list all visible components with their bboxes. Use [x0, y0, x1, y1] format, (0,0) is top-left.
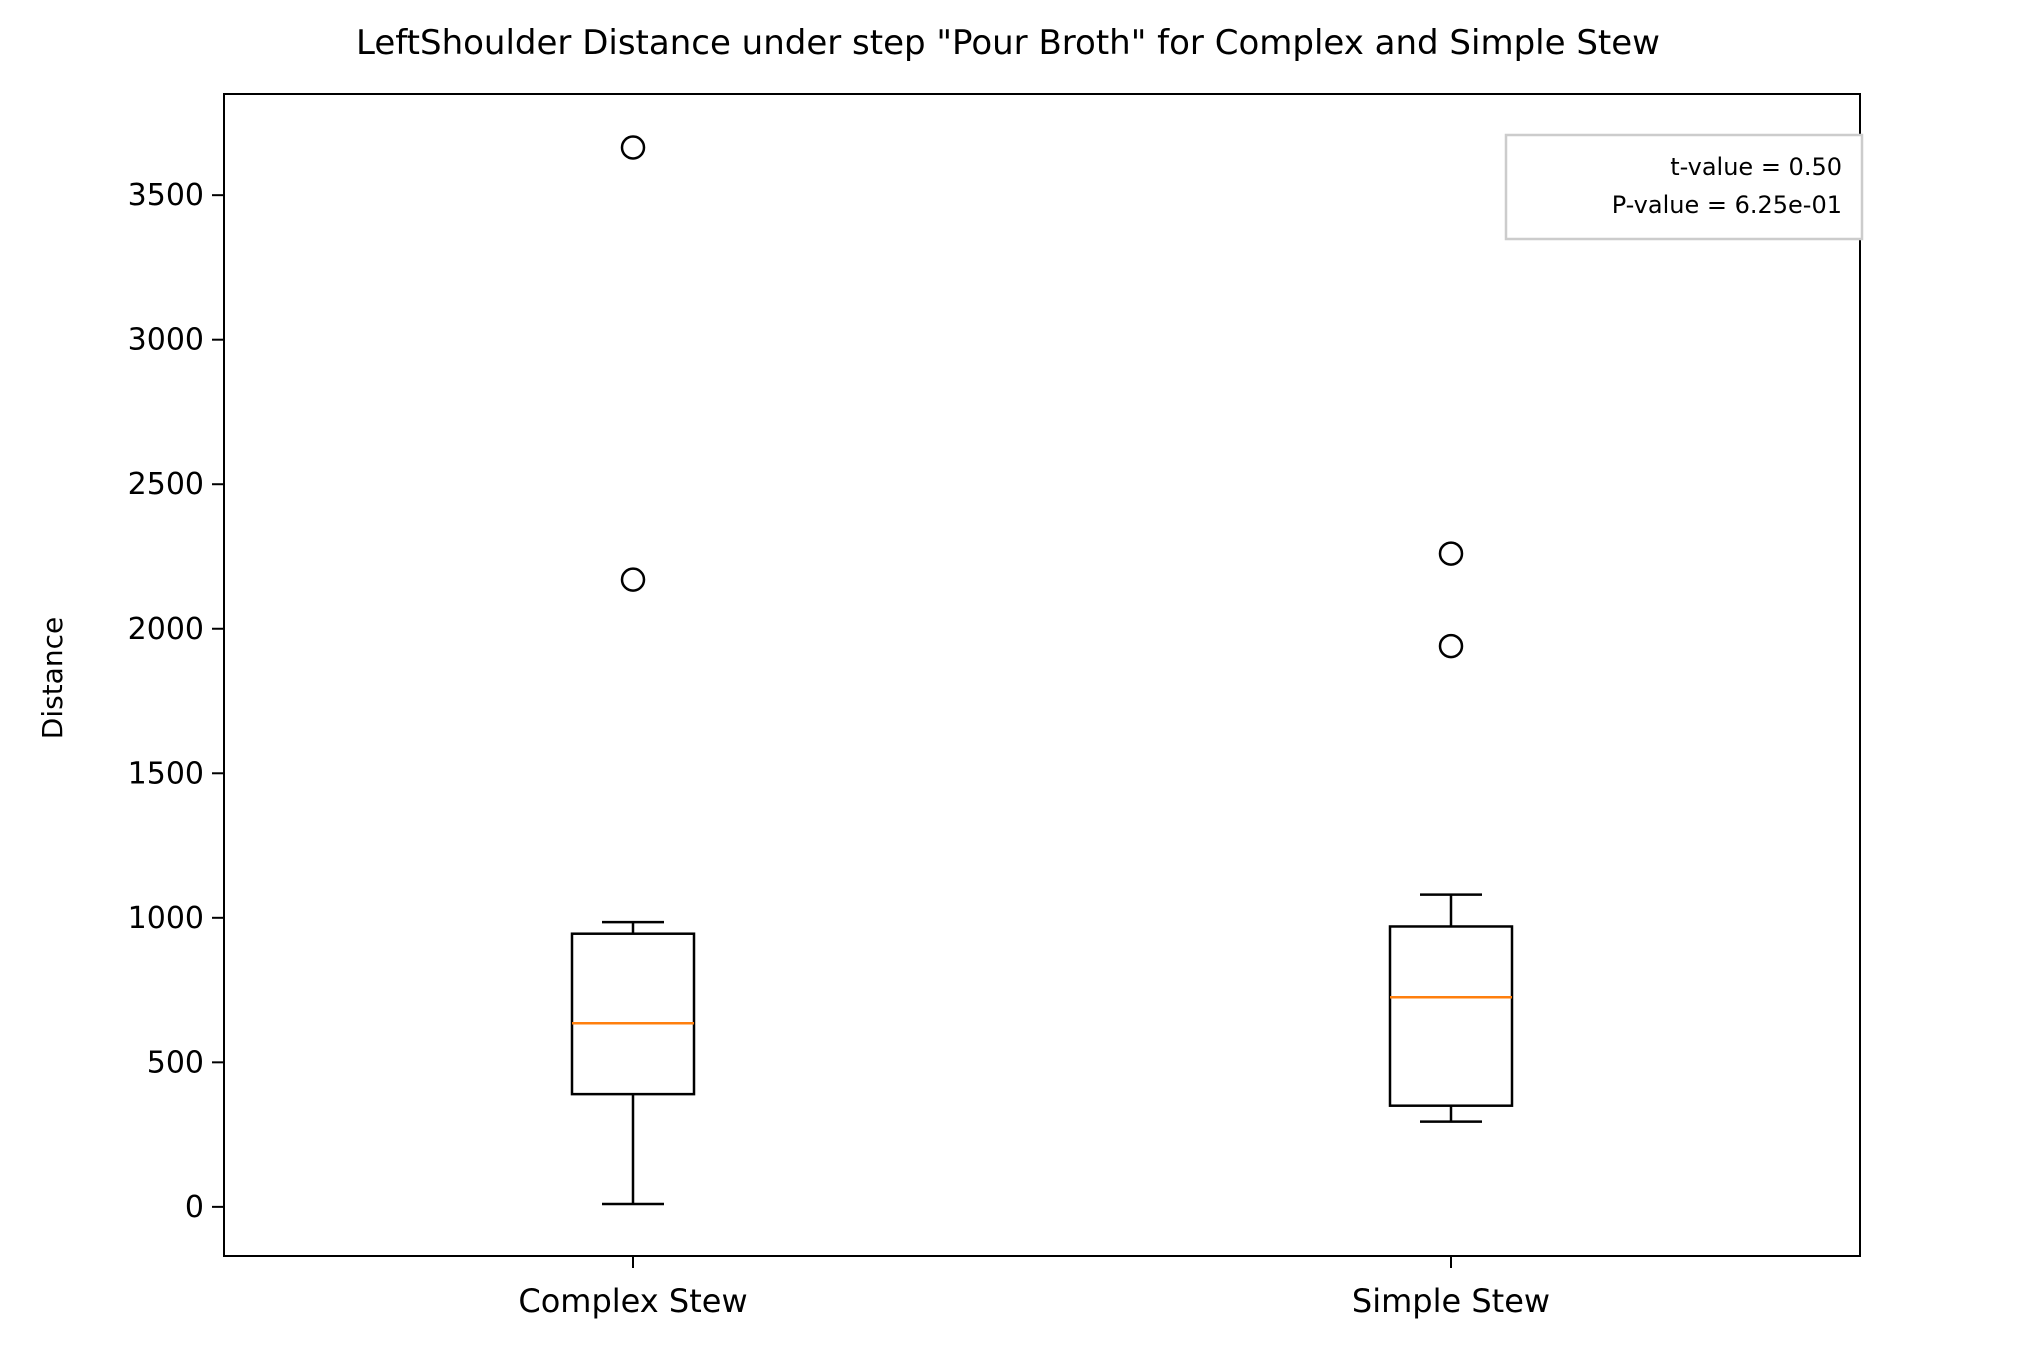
iqr-box	[1388, 925, 1514, 1107]
p-value-text: P-value = 6.25e-01	[1612, 191, 1842, 219]
outlier-point	[1438, 633, 1464, 659]
y-tick-label: 1500	[128, 756, 204, 791]
stats-annotation-frame	[1504, 133, 1864, 241]
plot-frame	[223, 93, 1861, 1257]
outlier-point	[620, 135, 646, 160]
y-tick-label: 1000	[128, 901, 204, 936]
plot-area: 0 500 1000 1500 2000 2500 3000 3500 Complex Stew…	[128, 135, 1550, 1320]
y-tick-label: 500	[147, 1045, 204, 1080]
y-tick-label: 2500	[128, 467, 204, 502]
t-value-text: t-value = 0.50	[1670, 153, 1842, 181]
y-tick-label: 2000	[128, 612, 204, 647]
y-axis-label: Distance	[36, 617, 69, 739]
x-tick-label: Simple Stew	[1352, 1282, 1550, 1320]
y-tick-label: 3000	[128, 323, 204, 358]
y-tick-label: 0	[185, 1190, 204, 1225]
outlier-point	[620, 567, 646, 592]
iqr-box	[570, 932, 696, 1096]
chart-title: LeftShoulder Distance under step "Pour B…	[356, 23, 1660, 63]
x-tick-label: Complex Stew	[518, 1282, 747, 1320]
stats-annotation-box: t-value = 0.50 P-value = 6.25e-01	[1504, 133, 1864, 241]
outlier-point	[1438, 541, 1464, 566]
y-tick-label: 3500	[128, 178, 204, 213]
